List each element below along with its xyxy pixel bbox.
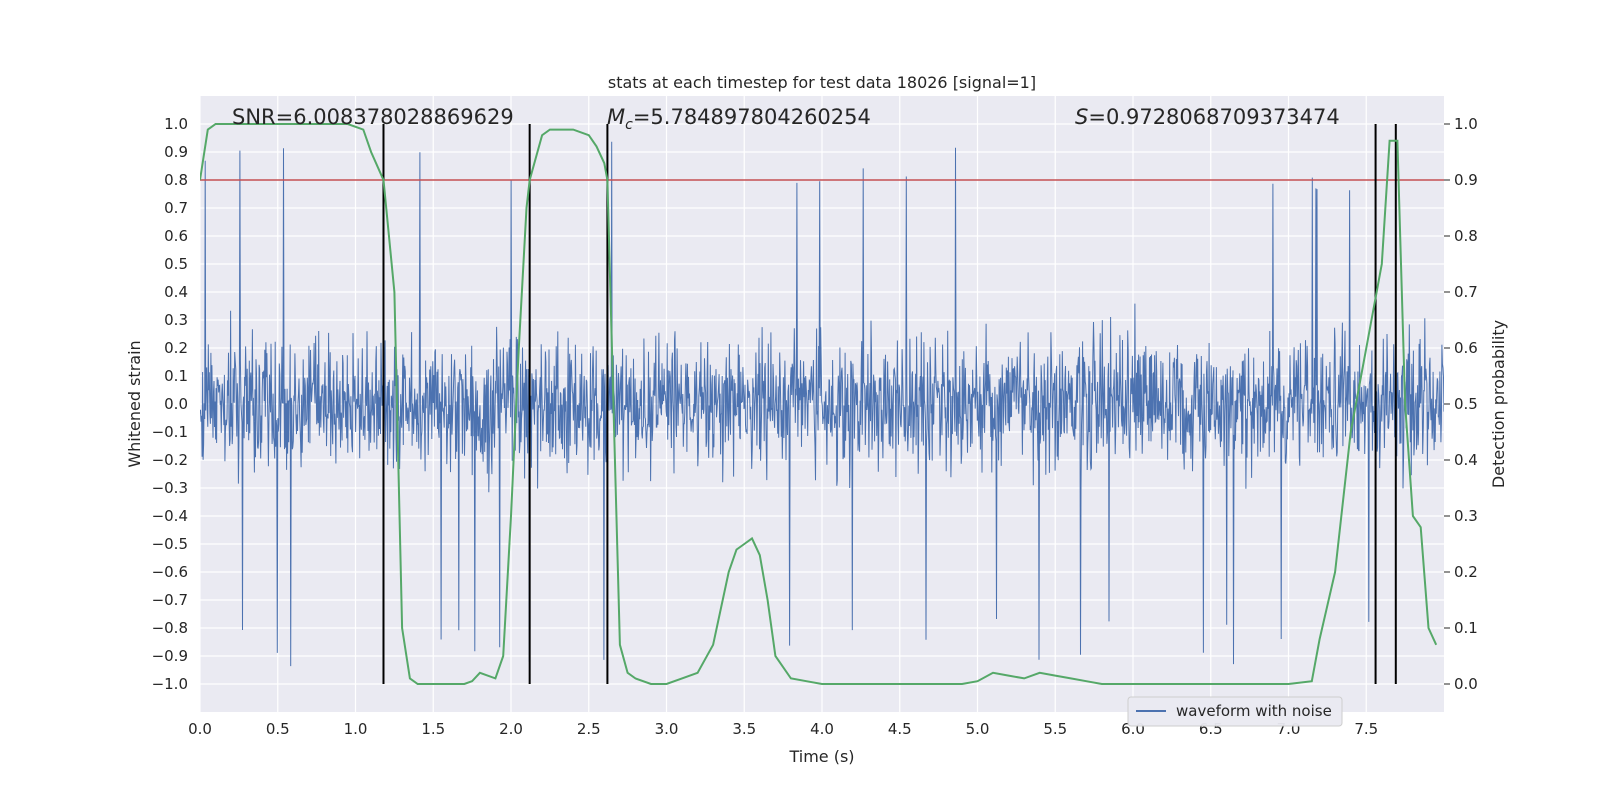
- y-tick-label-left: 1.0: [164, 115, 188, 133]
- y-tick-label-left: 0.3: [164, 311, 188, 329]
- x-tick-label: 4.5: [888, 720, 912, 738]
- y-tick-label-left: −0.7: [152, 591, 188, 609]
- y-tick-label-right: 0.4: [1454, 451, 1478, 469]
- y-tick-label-right: 0.3: [1454, 507, 1478, 525]
- y-axis-label-left: Whitened strain: [125, 340, 144, 467]
- y-tick-label-left: 0.1: [164, 367, 188, 385]
- y-tick-label-left: 0.5: [164, 255, 188, 273]
- y-tick-label-left: 0.4: [164, 283, 188, 301]
- y-tick-label-left: 0.2: [164, 339, 188, 357]
- x-tick-label: 2.5: [577, 720, 601, 738]
- y-tick-label-left: −0.5: [152, 535, 188, 553]
- y-ticks-right: 1.0 0.9 0.8 0.7 0.6 0.5 0.4 0.3 0.2 0.1 0.0: [1444, 115, 1478, 693]
- x-tick-label: 5.5: [1043, 720, 1067, 738]
- y-tick-label-left: 0.8: [164, 171, 188, 189]
- x-tick-label: 2.0: [499, 720, 523, 738]
- x-tick-label: 1.5: [421, 720, 445, 738]
- x-tick-label: 5.0: [966, 720, 990, 738]
- x-tick-label: 1.0: [344, 720, 368, 738]
- s-symbol: S: [1075, 105, 1088, 129]
- s-annotation: S=0.9728068709373474: [1075, 105, 1340, 129]
- chirp-mass-symbol: M: [607, 105, 625, 129]
- y-tick-label-left: −0.6: [152, 563, 188, 581]
- x-tick-label: 3.0: [655, 720, 679, 738]
- y-tick-label-left: 0.9: [164, 143, 188, 161]
- y-tick-label-left: −0.3: [152, 479, 188, 497]
- chart-title: stats at each timestep for test data 180…: [608, 73, 1036, 92]
- y-tick-label-right: 1.0: [1454, 115, 1478, 133]
- x-tick-label: 4.0: [810, 720, 834, 738]
- y-tick-label-right: 0.1: [1454, 619, 1478, 637]
- x-tick-label: 3.5: [732, 720, 756, 738]
- y-tick-label-left: 0.6: [164, 227, 188, 245]
- legend: waveform with noise: [1127, 696, 1343, 727]
- y-tick-label-left: −0.8: [152, 619, 188, 637]
- chirp-mass-annotation: Mc=5.784897804260254: [607, 105, 871, 133]
- x-tick-label: 0.5: [266, 720, 290, 738]
- y-tick-label-right: 0.0: [1454, 675, 1478, 693]
- detection-probability-series: [200, 123, 1438, 685]
- y-axis-label-right: Detection probability: [1489, 320, 1508, 488]
- chirp-mass-value: =5.784897804260254: [633, 105, 871, 129]
- y-tick-label-left: 0.0: [164, 395, 188, 413]
- y-tick-label-left: 0.7: [164, 199, 188, 217]
- y-tick-label-left: −0.1: [152, 423, 188, 441]
- y-tick-label-left: −1.0: [152, 675, 188, 693]
- y-tick-label-right: 0.5: [1454, 395, 1478, 413]
- legend-label: waveform with noise: [1176, 702, 1332, 720]
- y-tick-label-left: −0.4: [152, 507, 188, 525]
- x-tick-label: 7.5: [1354, 720, 1378, 738]
- chirp-mass-subscript: c: [625, 117, 633, 133]
- y-tick-label-right: 0.9: [1454, 171, 1478, 189]
- y-tick-label-left: −0.2: [152, 451, 188, 469]
- y-tick-label-right: 0.6: [1454, 339, 1478, 357]
- y-tick-label-right: 0.2: [1454, 563, 1478, 581]
- vertical-markers: [382, 124, 1397, 684]
- y-tick-label-left: −0.9: [152, 647, 188, 665]
- s-value: =0.9728068709373474: [1088, 105, 1339, 129]
- x-axis-label: Time (s): [788, 747, 854, 766]
- snr-annotation: SNR=6.008378028869629: [232, 105, 514, 129]
- y-ticks-left: 1.0 0.9 0.8 0.7 0.6 0.5 0.4 0.3 0.2 0.1 0.0 −0.1 −0.…: [152, 115, 188, 693]
- waveform-series: [200, 141, 1444, 667]
- y-tick-label-right: 0.7: [1454, 283, 1478, 301]
- x-tick-label: 0.0: [188, 720, 212, 738]
- y-tick-label-right: 0.8: [1454, 227, 1478, 245]
